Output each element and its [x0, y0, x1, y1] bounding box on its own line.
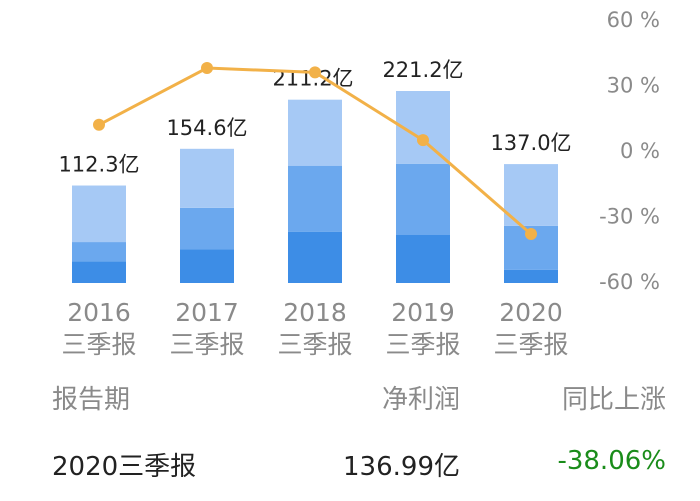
header-net-profit: 净利润	[381, 385, 460, 415]
growth-point-2016	[93, 118, 105, 131]
x-tick-year-2020: 2020	[499, 298, 563, 327]
x-tick-year-2018: 2018	[283, 298, 347, 327]
right-axis-tick-3: -30 %	[599, 205, 660, 229]
x-tick-period-2020: 三季报	[493, 330, 568, 359]
bar-2016-segment-top	[72, 185, 126, 243]
x-tick-period-2018: 三季报	[277, 330, 352, 359]
bar-2017-segment-top	[180, 148, 234, 208]
bar-2020-segment-top	[504, 164, 558, 226]
bar-value-label-2019: 221.2亿	[382, 58, 463, 82]
growth-point-2017	[201, 62, 213, 75]
x-tick-year-2019: 2019	[391, 298, 455, 327]
bar-2018-segment-middle	[288, 165, 342, 232]
row-net-profit: 136.99亿	[343, 452, 460, 482]
bar-2017-segment-bottom	[180, 249, 234, 283]
growth-point-2020	[525, 227, 537, 240]
bar-2019-segment-middle	[396, 163, 450, 235]
header-report-period: 报告期	[52, 385, 131, 415]
growth-point-2018	[309, 66, 321, 79]
table-header: 报告期 净利润 同比上涨	[0, 379, 700, 429]
right-axis-tick-0: 60 %	[607, 8, 660, 32]
right-axis-tick-1: 30 %	[607, 74, 660, 98]
x-tick-period-2019: 三季报	[385, 330, 460, 359]
bar-value-label-2017: 154.6亿	[166, 116, 247, 140]
bar-2019-segment-bottom	[396, 235, 450, 283]
bar-value-label-2016: 112.3亿	[58, 153, 139, 177]
bar-2020-segment-bottom	[504, 269, 558, 283]
growth-point-2019	[417, 134, 429, 147]
right-axis-tick-2: 0 %	[620, 139, 660, 163]
bar-2016-segment-middle	[72, 242, 126, 262]
row-yoy-change: -38.06%	[557, 446, 666, 476]
bar-value-label-2020: 137.0亿	[490, 131, 571, 155]
right-axis-tick-4: -60 %	[599, 270, 660, 294]
x-tick-year-2017: 2017	[175, 298, 239, 327]
x-tick-period-2016: 三季报	[61, 330, 136, 359]
x-tick-year-2016: 2016	[67, 298, 131, 327]
table-row: 2020三季报 136.99亿 -38.06%	[0, 446, 700, 496]
bar-2016-segment-bottom	[72, 261, 126, 283]
bar-2018-segment-bottom	[288, 231, 342, 283]
x-tick-period-2017: 三季报	[169, 330, 244, 359]
bar-2018-segment-top	[288, 99, 342, 166]
row-report-period: 2020三季报	[52, 452, 197, 482]
bar-2017-segment-middle	[180, 207, 234, 250]
header-yoy-change: 同比上涨	[561, 385, 666, 415]
